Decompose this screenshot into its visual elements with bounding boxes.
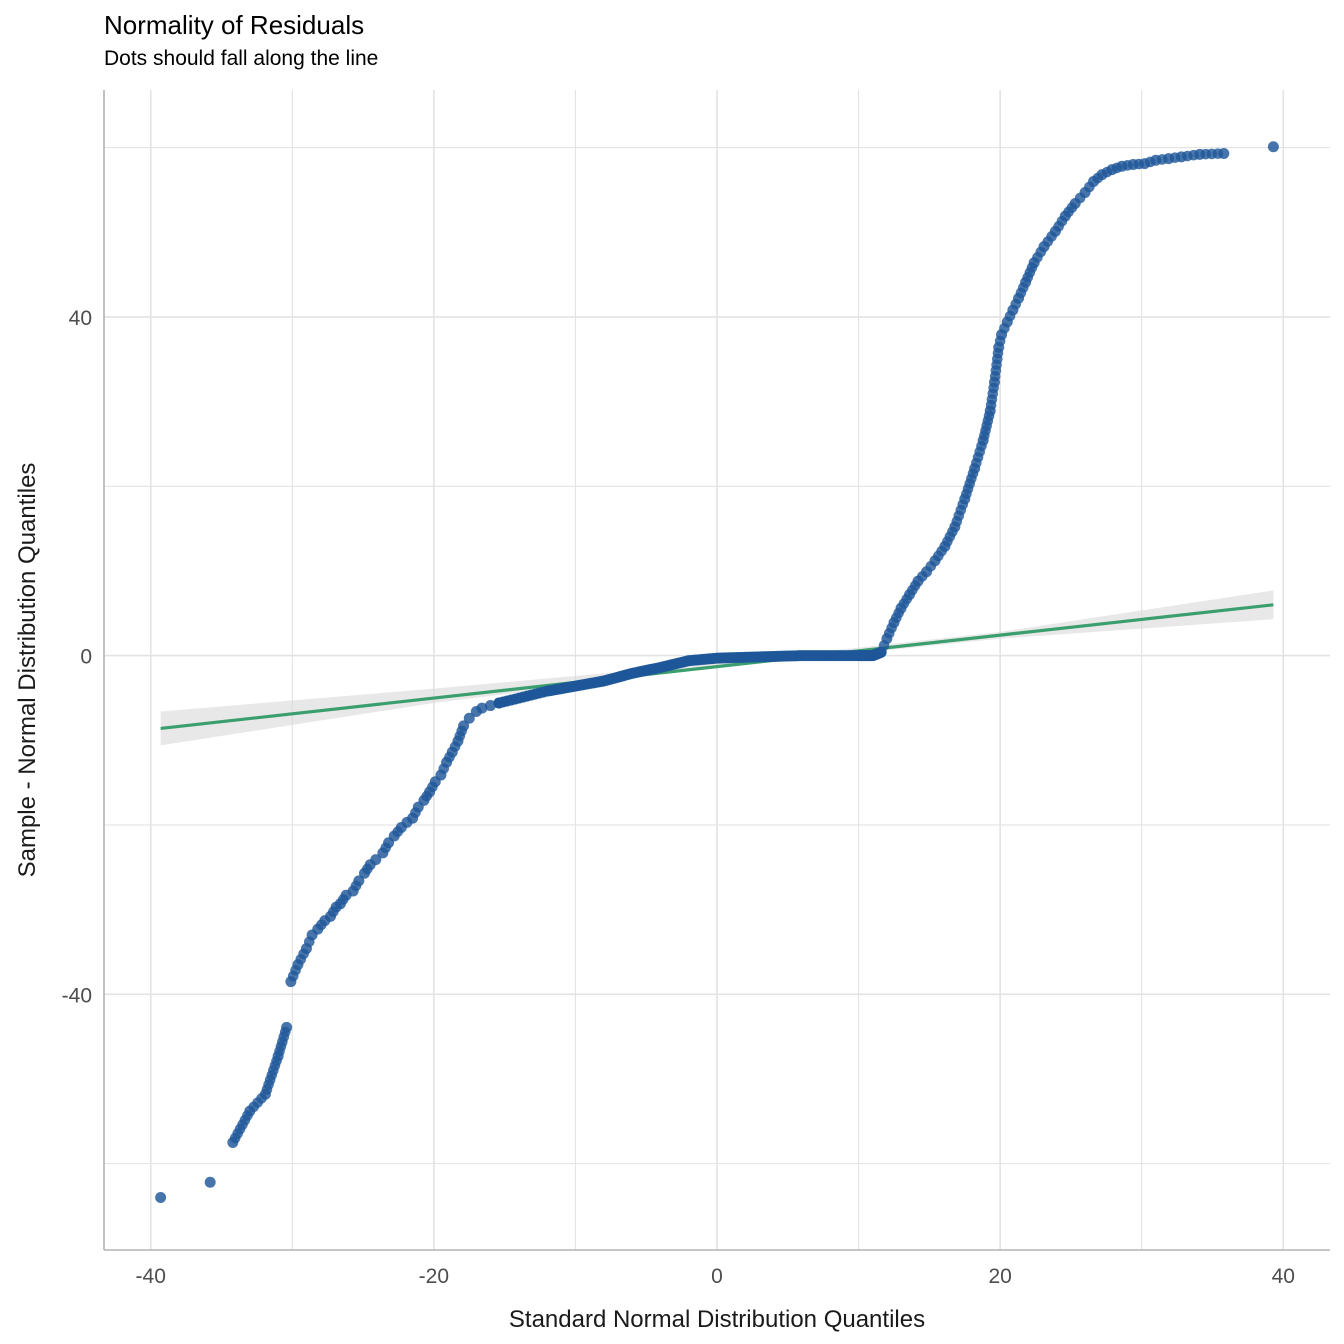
- data-point: [936, 545, 947, 557]
- data-point: [242, 1110, 253, 1121]
- data-point: [449, 741, 461, 752]
- data-point: [967, 468, 979, 479]
- data-point: [988, 382, 999, 394]
- data-point: [290, 965, 301, 976]
- axes: [103, 90, 1330, 1251]
- data-point: [1169, 152, 1181, 164]
- data-point: [456, 725, 468, 737]
- data-point: [976, 440, 987, 452]
- data-point: [886, 622, 897, 634]
- data-point: [1010, 298, 1022, 310]
- data-point: [893, 607, 904, 619]
- data-point: [1074, 192, 1086, 204]
- x-tick-label: -20: [419, 1265, 449, 1288]
- data-point: [1026, 262, 1038, 273]
- data-point: [303, 936, 315, 948]
- data-point: [1017, 282, 1029, 293]
- data-point: [925, 560, 937, 572]
- data-point: [380, 842, 392, 854]
- data-point: [410, 807, 421, 818]
- data-point: [1188, 149, 1199, 161]
- data-point: [337, 894, 349, 905]
- data-point: [909, 580, 921, 591]
- data-point: [1004, 310, 1016, 322]
- y-tick-label: -40: [62, 984, 92, 1007]
- data-point: [463, 712, 475, 724]
- data-point: [493, 697, 505, 709]
- x-tick-label: -40: [136, 1265, 166, 1288]
- data-point: [1267, 141, 1279, 153]
- data-point: [438, 763, 450, 774]
- data-point: [983, 410, 995, 422]
- data-point: [1133, 158, 1145, 170]
- data-point: [316, 919, 327, 931]
- data-point: [256, 1093, 267, 1104]
- data-point: [1212, 148, 1224, 160]
- tick-labels: -40 -20 0 20 40 -40 0 40: [62, 307, 1295, 1288]
- data-point: [992, 347, 1004, 359]
- data-point: [1066, 202, 1078, 213]
- grid-lines: [104, 90, 1330, 1250]
- data-point: [957, 499, 969, 510]
- data-point: [1035, 246, 1047, 258]
- data-point: [370, 854, 382, 866]
- data-points: [155, 141, 1279, 1204]
- data-point: [271, 1055, 282, 1067]
- data-point: [484, 700, 496, 712]
- y-axis-title: Sample - Normal Distribution Quantiles: [14, 463, 41, 878]
- data-point: [204, 1176, 216, 1188]
- reference-line-layer: [160, 603, 1274, 731]
- reference-line: [160, 603, 1274, 731]
- data-point: [328, 906, 339, 918]
- data-point: [476, 702, 488, 714]
- x-axis-title: Standard Normal Distribution Quantiles: [509, 1306, 925, 1333]
- data-point: [362, 863, 373, 875]
- x-tick-label: 40: [1272, 1265, 1295, 1288]
- y-tick-label: 40: [69, 307, 92, 330]
- data-point: [1092, 172, 1104, 184]
- data-point: [421, 790, 433, 802]
- data-point: [392, 826, 404, 838]
- x-tick-label: 0: [711, 1265, 723, 1288]
- data-point: [999, 323, 1010, 334]
- data-point: [1046, 231, 1057, 242]
- data-point: [901, 593, 913, 605]
- data-point: [1056, 215, 1068, 227]
- data-point: [427, 781, 438, 793]
- chart-title: Normality of Residuals: [104, 10, 365, 40]
- data-point: [298, 948, 309, 960]
- data-point: [947, 526, 958, 538]
- data-point: [994, 335, 1006, 347]
- x-tick-label: 20: [988, 1265, 1011, 1288]
- y-tick-label: 0: [80, 646, 92, 669]
- data-point: [444, 751, 455, 763]
- data-point: [1122, 160, 1133, 171]
- data-point: [350, 880, 362, 892]
- data-point: [1144, 156, 1156, 168]
- data-point: [1084, 181, 1095, 193]
- data-point: [155, 1192, 167, 1204]
- data-point: [1156, 154, 1168, 165]
- data-point: [878, 640, 890, 651]
- chart-subtitle: Dots should fall along the line: [104, 47, 379, 70]
- data-point: [916, 571, 928, 582]
- data-point: [1101, 166, 1113, 178]
- data-point: [279, 1026, 291, 1038]
- data-point: [1111, 162, 1123, 174]
